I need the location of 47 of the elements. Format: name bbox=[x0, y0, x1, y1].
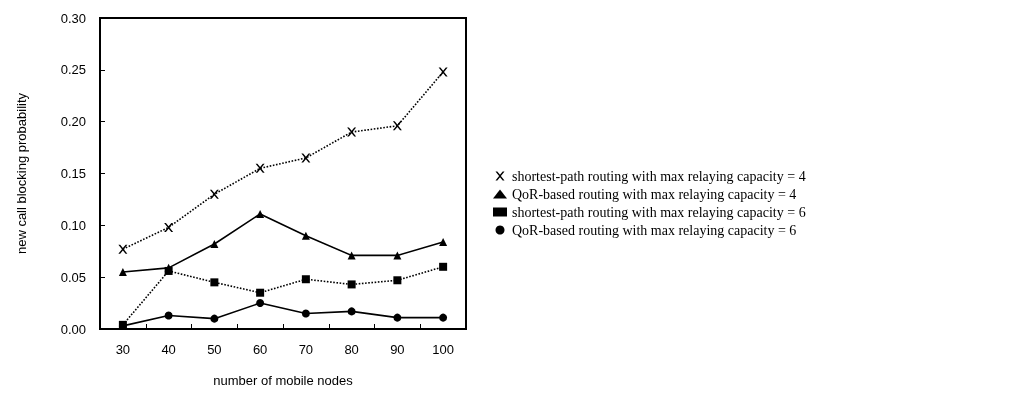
x-tick-label: 100 bbox=[432, 342, 454, 357]
y-tick-label: 0.05 bbox=[60, 269, 86, 285]
point bbox=[301, 231, 310, 240]
point bbox=[301, 309, 310, 318]
point bbox=[210, 314, 219, 323]
point bbox=[255, 163, 265, 173]
point bbox=[439, 313, 448, 322]
x-axis-title: number of mobile nodes bbox=[213, 373, 354, 388]
y-axis-title: new call blocking probability bbox=[14, 92, 29, 255]
point bbox=[209, 189, 219, 199]
point bbox=[392, 121, 402, 131]
point bbox=[393, 276, 402, 285]
legend-label: shortest-path routing with max relaying capacity = 6 bbox=[512, 204, 806, 220]
point bbox=[256, 209, 265, 218]
point bbox=[164, 311, 173, 320]
point bbox=[439, 262, 448, 271]
point bbox=[164, 222, 174, 232]
y-tick-label: 0.20 bbox=[60, 114, 86, 130]
x-tick-label: 40 bbox=[161, 342, 176, 357]
point bbox=[439, 237, 448, 246]
point bbox=[256, 288, 265, 297]
point bbox=[347, 307, 356, 316]
y-tick-label: 0.10 bbox=[60, 217, 86, 233]
point bbox=[210, 239, 219, 248]
point bbox=[118, 244, 128, 254]
point bbox=[393, 313, 402, 322]
point bbox=[210, 278, 219, 287]
legend-label: QoR-based routing with max relaying capacity = 4 bbox=[512, 186, 797, 202]
x-tick-label: 60 bbox=[252, 342, 268, 357]
point bbox=[347, 280, 356, 289]
point bbox=[118, 267, 127, 276]
y-tick-label: 0.15 bbox=[60, 166, 86, 181]
x-tick-label: 80 bbox=[344, 342, 359, 357]
x-tick-label: 30 bbox=[115, 342, 131, 357]
point bbox=[347, 127, 357, 137]
y-tick-label: 0.30 bbox=[60, 10, 86, 26]
point bbox=[301, 153, 311, 163]
legend-label: QoR-based routing with max relaying capacity = 6 bbox=[512, 222, 797, 238]
x-tick-label: 90 bbox=[390, 342, 405, 357]
x-tick-label: 70 bbox=[298, 342, 314, 357]
y-tick-label: 0.00 bbox=[60, 321, 86, 337]
y-tick-label: 0.25 bbox=[60, 62, 86, 78]
legend-label: shortest-path routing with max relaying capacity = 4 bbox=[512, 168, 806, 184]
x-tick-label: 50 bbox=[207, 342, 222, 357]
point bbox=[256, 299, 265, 308]
point bbox=[438, 67, 448, 77]
point bbox=[301, 275, 310, 284]
